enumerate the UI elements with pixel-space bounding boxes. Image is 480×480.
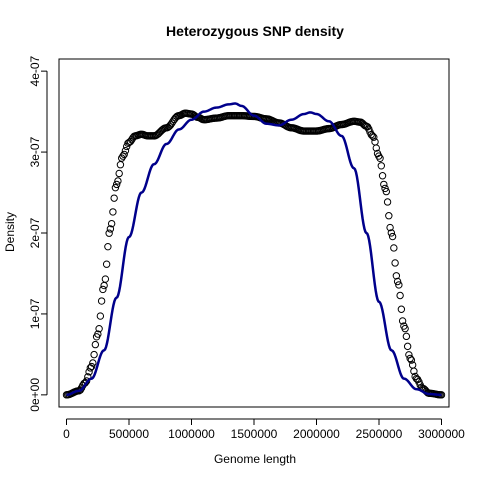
density-point (396, 291, 404, 300)
y-axis: 0e+00 1e-07 2e-07 3e-07 4e-07 (28, 55, 48, 412)
density-point (402, 332, 411, 341)
density-point (94, 330, 102, 338)
density-point (385, 212, 393, 220)
density-point (87, 362, 96, 371)
density-point (111, 183, 120, 192)
density-point (99, 285, 107, 294)
density-point (386, 223, 394, 232)
density-point (380, 180, 388, 189)
density-point (97, 297, 106, 305)
density-point (110, 194, 118, 202)
x-tick-label: 2500000 (356, 427, 403, 441)
density-point (383, 198, 392, 206)
density-point (121, 147, 130, 155)
density-point (114, 177, 122, 185)
x-tick-label: 0 (63, 427, 70, 441)
series-line-group (66, 102, 442, 397)
density-point (91, 340, 100, 349)
density-point (90, 350, 98, 359)
density-point (117, 154, 126, 162)
density-point (164, 123, 172, 132)
density-point (123, 142, 131, 151)
density-point (104, 242, 112, 251)
density-point (388, 232, 397, 241)
density-point (120, 150, 128, 159)
y-tick-label: 4e-07 (28, 55, 42, 86)
density-point (154, 130, 162, 138)
density-point (101, 275, 110, 283)
density-point (376, 154, 384, 163)
density-point (393, 277, 402, 286)
density-point (115, 169, 123, 178)
density-point (95, 325, 103, 333)
x-tick-label: 1500000 (231, 427, 278, 441)
density-point (106, 225, 115, 233)
chart-title: Heterozygous SNP density (166, 23, 344, 39)
x-tick-label: 1000000 (168, 427, 215, 441)
x-axis: 0 500000 1000000 1500000 2000000 2500000 30000… (63, 418, 465, 441)
density-point (378, 172, 387, 180)
density-point (392, 272, 401, 280)
density-point (166, 121, 175, 129)
density-point (112, 180, 121, 189)
density-point (401, 324, 409, 333)
y-tick-label: 2e-07 (28, 217, 42, 248)
density-point (410, 367, 418, 375)
density-point (398, 317, 407, 325)
density-point (382, 187, 391, 196)
x-tick-label: 3000000 (418, 427, 465, 441)
density-point (377, 162, 385, 170)
density-point (406, 354, 414, 363)
density-point (109, 208, 117, 216)
density-point (381, 184, 389, 193)
x-axis-label: Genome length (214, 452, 296, 466)
density-point (96, 312, 105, 320)
density-point (368, 132, 377, 140)
density-point (372, 144, 380, 152)
density-point (407, 356, 416, 364)
density-point (105, 229, 113, 237)
y-tick-label: 3e-07 (28, 136, 42, 167)
plot-box (58, 58, 450, 408)
y-tick-label: 1e-07 (28, 298, 42, 329)
density-point (168, 119, 176, 127)
y-axis-label: Density (3, 212, 17, 252)
y-tick-label: 0e+00 (28, 378, 42, 412)
density-point (387, 229, 396, 237)
density-point (126, 137, 135, 146)
density-point (125, 138, 133, 147)
density-line (66, 102, 442, 397)
density-point (395, 281, 403, 289)
density-point (403, 342, 412, 351)
x-tick-label: 500000 (109, 427, 149, 441)
density-point (89, 359, 97, 367)
x-tick-label: 2000000 (293, 427, 340, 441)
density-point (102, 260, 111, 268)
density-point (367, 130, 375, 139)
density-point (370, 133, 378, 141)
density-point (391, 259, 399, 267)
density-point (107, 219, 116, 228)
density-point (390, 244, 398, 252)
density-point (397, 305, 406, 313)
